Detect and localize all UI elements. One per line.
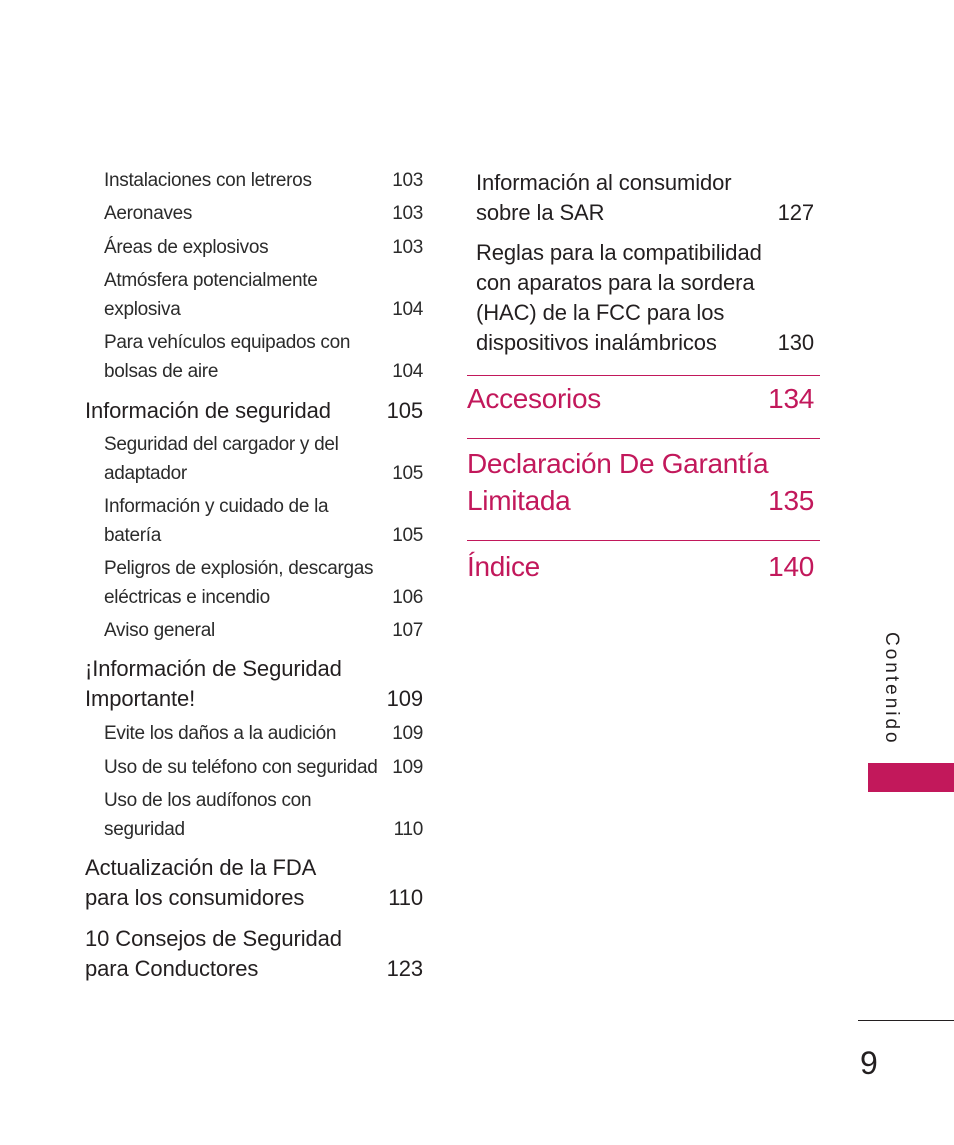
toc-entry-page: 110	[388, 885, 423, 910]
toc-entry[interactable]: Aviso general 107	[104, 616, 423, 645]
toc-entry[interactable]: Áreas de explosivos 103	[104, 233, 423, 262]
toc-entry-page: 123	[386, 956, 424, 981]
toc-entry-title: batería	[104, 525, 162, 546]
toc-section-page: 135	[768, 485, 814, 516]
toc-entry[interactable]: Información de seguridad 105	[85, 396, 423, 426]
toc-entry-title: dispositivos inalámbricos	[476, 330, 717, 355]
toc-entry-page: 105	[386, 398, 424, 423]
section-divider	[467, 375, 820, 376]
toc-entry[interactable]: Aeronaves 103	[104, 199, 423, 228]
section-divider	[467, 438, 820, 439]
toc-entry[interactable]: Seguridad del cargador y del adaptador 10…	[104, 430, 423, 488]
toc-entry-title: seguridad	[104, 819, 185, 840]
toc-entry[interactable]: ¡Información de Seguridad Importante! 109	[85, 654, 423, 714]
toc-entry-title: Información de seguridad	[85, 398, 331, 423]
toc-entry[interactable]: Para vehículos equipados con bolsas de a…	[104, 328, 423, 386]
toc-entry-title: Reglas para la compatibilidad	[476, 240, 762, 265]
side-tab-marker	[868, 763, 954, 792]
toc-entry-title: para Conductores	[85, 956, 259, 981]
toc-section-title: Accesorios	[467, 383, 601, 414]
toc-entry[interactable]: Atmósfera potencialmente explosiva 104	[104, 266, 423, 324]
toc-entry-page: 105	[392, 525, 423, 546]
toc-section[interactable]: Accesorios 134	[467, 380, 820, 417]
toc-entry-title: con aparatos para la sordera	[476, 270, 755, 295]
toc-entry-page: 107	[392, 620, 423, 641]
toc-entry-page: 103	[392, 237, 423, 258]
toc-entry-title: explosiva	[104, 299, 181, 320]
toc-entry[interactable]: Uso de los audífonos con seguridad 110	[104, 786, 423, 844]
toc-entry-title: (HAC) de la FCC para los	[476, 300, 725, 325]
toc-entry-page: 127	[777, 200, 815, 225]
toc-entry-title: Instalaciones con letreros	[104, 170, 312, 191]
toc-entry-title: Actualización de la FDA	[85, 855, 317, 880]
toc-entry-title: Uso de su teléfono con seguridad	[104, 757, 378, 778]
toc-entry-title: Seguridad del cargador y del	[104, 434, 339, 455]
toc-section-page: 140	[768, 551, 814, 582]
toc-entry-title: Información y cuidado de la	[104, 496, 329, 517]
toc-entry-title: Para vehículos equipados con	[104, 332, 351, 353]
toc-section[interactable]: Índice 140	[467, 548, 820, 585]
toc-entry[interactable]: Evite los daños a la audición 109	[104, 719, 423, 748]
toc-entry-title: Aviso general	[104, 620, 215, 641]
toc-entry-title: ¡Información de Seguridad	[85, 656, 342, 681]
toc-entry-title: Atmósfera potencialmente	[104, 270, 318, 291]
toc-entry-title: Aeronaves	[104, 203, 193, 224]
toc-entry-title: adaptador	[104, 463, 187, 484]
side-tab-label: Contenido	[881, 632, 902, 746]
toc-entry-title: Importante!	[85, 686, 196, 711]
toc-entry-page: 109	[386, 686, 424, 711]
toc-entry[interactable]: Información al consumidor sobre la SAR 12…	[476, 168, 814, 228]
toc-entry-page: 106	[392, 587, 423, 608]
toc-entry-page: 103	[392, 203, 423, 224]
section-divider	[467, 540, 820, 541]
toc-entry[interactable]: Información y cuidado de la batería 105	[104, 492, 423, 550]
toc-section[interactable]: Declaración De Garantía Limitada 135	[467, 445, 820, 519]
toc-entry-title: eléctricas e incendio	[104, 587, 270, 608]
page-number: 9	[860, 1045, 878, 1081]
toc-entry-page: 104	[392, 361, 423, 382]
toc-entry[interactable]: Actualización de la FDA para los consumi…	[85, 853, 423, 913]
toc-entry-page: 105	[392, 463, 423, 484]
toc-entry[interactable]: Peligros de explosión, descargas eléctri…	[104, 554, 423, 612]
toc-entry-page: 103	[392, 170, 423, 191]
toc-section-page: 134	[768, 383, 814, 414]
toc-entry-title: Información al consumidor	[476, 170, 732, 195]
toc-entry-page: 109	[392, 723, 423, 744]
toc-entry-page: 109	[392, 757, 423, 778]
toc-entry[interactable]: Instalaciones con letreros 103	[104, 166, 423, 195]
toc-entry[interactable]: Uso de su teléfono con seguridad 109	[104, 753, 423, 782]
toc-entry-title: bolsas de aire	[104, 361, 219, 382]
toc-entry[interactable]: 10 Consejos de Seguridad para Conductore…	[85, 924, 423, 984]
toc-section-title: Declaración De Garantía	[467, 448, 769, 479]
toc-entry-title: Uso de los audífonos con	[104, 790, 312, 811]
toc-entry-title: Evite los daños a la audición	[104, 723, 337, 744]
toc-entry-page: 110	[393, 819, 424, 840]
toc-entry-page: 130	[777, 330, 815, 355]
toc-entry-title: Peligros de explosión, descargas	[104, 558, 374, 579]
footer-divider	[858, 1020, 954, 1021]
toc-section-title: Índice	[467, 551, 540, 582]
toc-entry[interactable]: Reglas para la compatibilidad con aparat…	[476, 238, 814, 358]
toc-entry-page: 104	[392, 299, 423, 320]
toc-entry-title: 10 Consejos de Seguridad	[85, 926, 342, 951]
toc-entry-title: Áreas de explosivos	[104, 237, 269, 258]
toc-entry-title: sobre la SAR	[476, 200, 605, 225]
toc-section-title: Limitada	[467, 485, 571, 516]
toc-entry-title: para los consumidores	[85, 885, 305, 910]
